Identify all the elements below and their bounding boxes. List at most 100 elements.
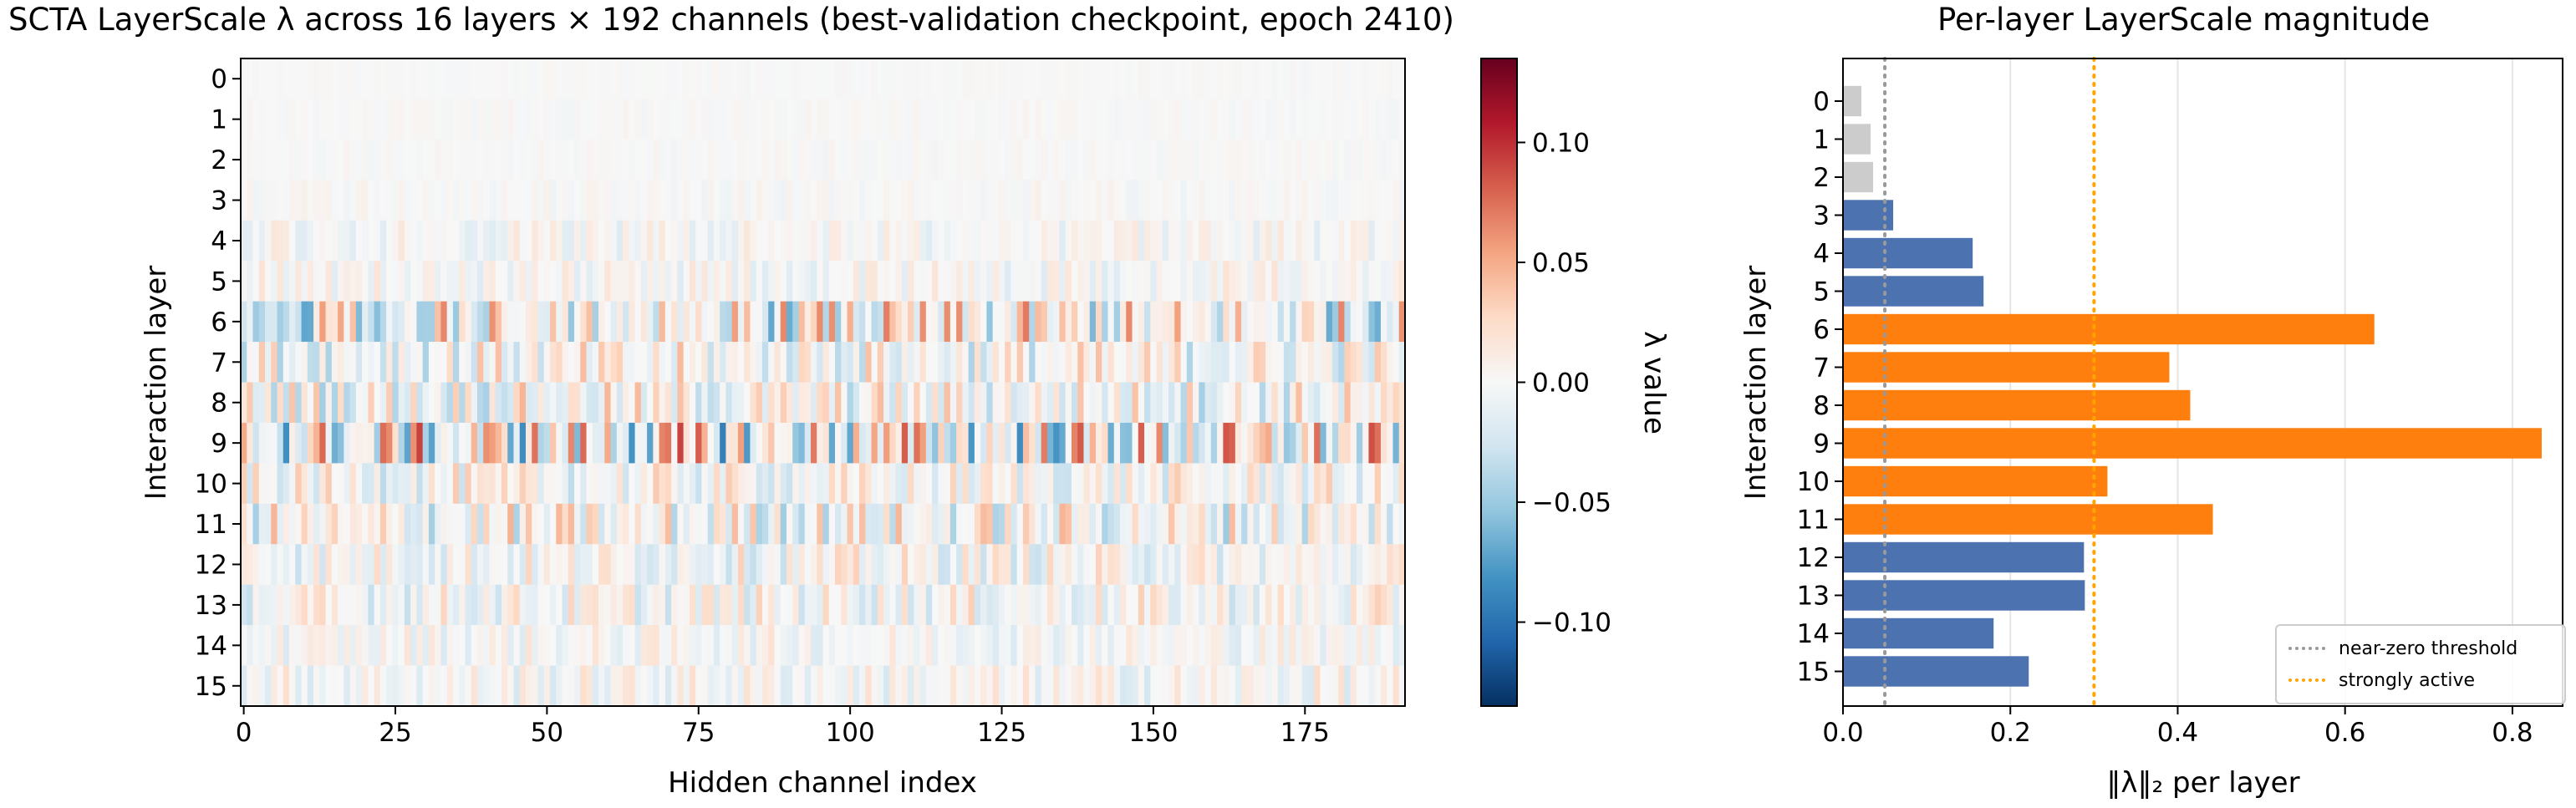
heatmap-cell [543,220,551,262]
heatmap-cell [707,665,715,707]
heatmap-cell [1095,301,1102,343]
heatmap-cell [1368,503,1376,545]
heatmap-cell [968,58,975,99]
heatmap-cell [410,220,418,262]
heatmap-cell [398,139,405,180]
heatmap-cell [574,261,581,302]
heatmap-cell [379,382,387,424]
heatmap-cell [761,584,769,626]
heatmap-cell [810,584,817,626]
heatmap-cell [592,58,599,99]
heatmap-cell [1290,422,1297,464]
heatmap-cell [404,463,411,505]
heatmap-cell [1344,139,1352,180]
heatmap-cell [1344,625,1352,666]
heatmap-cell [580,584,588,626]
heatmap-cell [1307,422,1315,464]
heatmap-cell [537,342,545,383]
heatmap-cell [476,220,484,262]
heatmap-cell [841,99,848,140]
heatmap-cell [1247,301,1255,343]
heatmap-cell [713,665,720,707]
heatmap-cell [677,180,685,221]
heatmap-cell [949,584,957,626]
heatmap-cell [1168,58,1175,99]
heatmap-cell [925,463,933,505]
heatmap-cell [476,503,484,545]
heatmap-cell [1247,382,1255,424]
heatmap-cell [277,463,284,505]
heatmap-cell [1089,463,1097,505]
heatmap-cell [883,301,890,343]
heatmap-cell [471,422,478,464]
heatmap-cell [410,58,418,99]
heatmap-cell [1368,58,1376,99]
heatmap-cell [459,342,466,383]
heatmap-cell [828,180,836,221]
heatmap-cell [1235,665,1242,707]
heatmap-cell [476,99,484,140]
heatmap-cell [537,463,545,505]
heatmap-cell [1290,220,1297,262]
heatmap-cell [664,342,672,383]
heatmap-cell [919,665,927,707]
heatmap-cell [1156,342,1163,383]
heatmap-cell [586,544,593,586]
heatmap-cell [471,342,478,383]
heatmap-cell [713,463,720,505]
heatmap-cell [241,422,247,464]
heatmap-cell [986,180,994,221]
heatmap-cell [1326,665,1333,707]
heatmap-cell [604,382,612,424]
heatmap-cell [725,301,733,343]
heatmap-cell [252,503,260,545]
heatmap-cell [1102,180,1109,221]
heatmap-cell [1162,261,1169,302]
heatmap-cell [513,261,521,302]
heatmap-cell [344,422,351,464]
heatmap-cell [659,58,666,99]
heatmap-cell [258,584,266,626]
heatmap-cell [756,139,763,180]
heatmap-cell [1156,58,1163,99]
heatmap-cell [501,503,508,545]
heatmap-cell [349,261,357,302]
heatmap-cell [992,58,1000,99]
heatmap-cell [731,220,739,262]
heatmap-cell [938,665,945,707]
heatmap-cell [768,58,776,99]
heatmap-cell [1162,584,1169,626]
heatmap-cell [932,301,939,343]
heatmap-cell [574,139,581,180]
heatmap-cell [1362,180,1370,221]
heatmap-cell [295,625,303,666]
heatmap-cell [1217,584,1224,626]
heatmap-cell [877,625,884,666]
heatmap-cell [574,625,581,666]
heatmap-cell [640,58,648,99]
heatmap-cell [368,220,375,262]
heatmap-cell [1022,382,1030,424]
heatmap-cell [616,139,624,180]
heatmap-cell [1380,342,1387,383]
heatmap-cell [1338,58,1346,99]
heatmap-cell [1059,99,1067,140]
heatmap-cell [895,139,903,180]
heatmap-cell [701,382,709,424]
heatmap-cell [1296,625,1303,666]
heatmap-cell [1235,382,1242,424]
heatmap-cell [1041,422,1048,464]
heatmap-cell [822,665,830,707]
heatmap-cell [1283,422,1291,464]
heatmap-cell [761,139,769,180]
heatmap-cell [792,99,800,140]
heatmap-cell [610,422,618,464]
heatmap-cell [853,503,860,545]
heatmap-cell [258,463,266,505]
heatmap-cell [1314,180,1321,221]
heatmap-cell [1144,139,1151,180]
heatmap-cell [1271,463,1279,505]
heatmap-cell [914,180,921,221]
heatmap-cell [1223,584,1230,626]
